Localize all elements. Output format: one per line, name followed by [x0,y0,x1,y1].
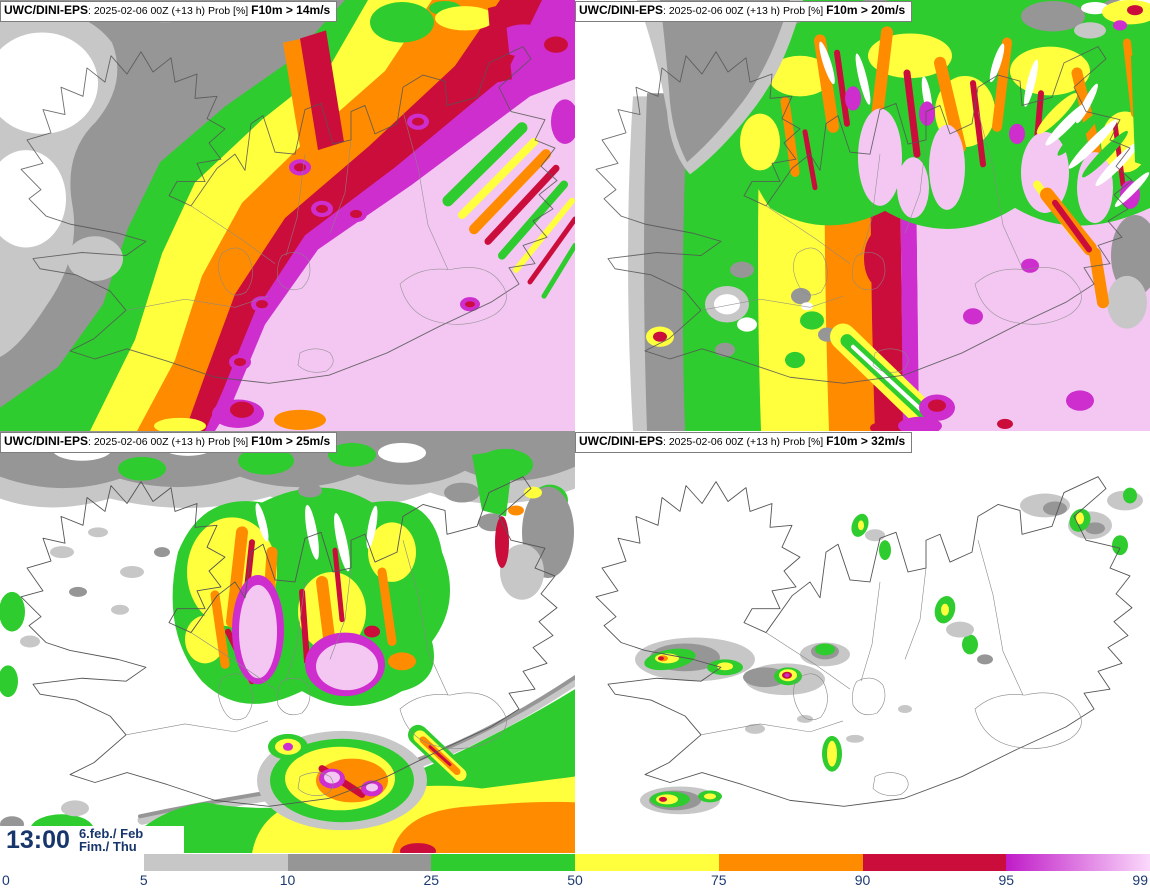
colorbar-segment-5-10 [143,854,288,871]
model-name: UWC/DINI-EPS [4,434,88,448]
colorbar-tick-10: 10 [279,872,296,888]
title-colon: : [663,5,666,17]
colorbar-segment-90-95 [862,854,1007,871]
wind-prob-field [0,431,575,853]
panel-title-14: UWC/DINI-EPS: 2025-02-06 00Z (+13 h) Pro… [0,1,338,22]
colorbar-tick-25: 25 [423,872,440,888]
model-name: UWC/DINI-EPS [4,3,88,17]
title-colon: : [88,5,91,17]
wind-prob-field [0,0,575,431]
colorbar-segment-0-5 [0,854,144,871]
panel-title-25: UWC/DINI-EPS: 2025-02-06 00Z (+13 h) Pro… [0,432,338,453]
run-info: 2025-02-06 00Z (+13 h) Prob [%] [668,5,824,17]
colorbar [0,854,1150,871]
model-name: UWC/DINI-EPS [579,434,663,448]
colorbar-tick-99: 99 [1132,872,1148,888]
threshold-label: F10m > 20m/s [826,3,906,17]
colorbar-tick-95: 95 [998,872,1015,888]
model-name: UWC/DINI-EPS [579,3,663,17]
colorbar-segment-25-50 [431,854,575,871]
map-f10m-gt-32 [575,431,1150,853]
colorbar-segment-75-90 [718,854,863,871]
valid-date: 6.feb./ Feb Fim./ Thu [79,827,143,853]
title-colon: : [663,436,666,448]
panel-title-32: UWC/DINI-EPS: 2025-02-06 00Z (+13 h) Pro… [575,432,913,453]
run-info: 2025-02-06 00Z (+13 h) Prob [%] [668,436,824,448]
colorbar-tick-0: 0 [2,872,10,888]
colorbar-segment-95-99 [1006,854,1150,871]
wind-prob-field [575,0,1150,431]
colorbar-segment-10-25 [287,854,432,871]
map-f10m-gt-14 [0,0,575,431]
valid-date-line2: Fim./ Thu [78,839,137,854]
threshold-label: F10m > 25m/s [251,434,331,448]
threshold-label: F10m > 14m/s [251,3,331,17]
run-info: 2025-02-06 00Z (+13 h) Prob [%] [93,5,249,17]
title-colon: : [88,436,91,448]
run-info: 2025-02-06 00Z (+13 h) Prob [%] [93,436,249,448]
valid-date-line1: 6.feb./ Feb [78,826,144,841]
panel-title-20: UWC/DINI-EPS: 2025-02-06 00Z (+13 h) Pro… [575,1,913,22]
panel-f10m-gt-25: UWC/DINI-EPS: 2025-02-06 00Z (+13 h) Pro… [0,431,575,853]
colorbar-labels: 0 5 10 25 50 75 90 95 99 [0,872,1150,891]
wind-prob-field [575,431,1150,853]
panel-f10m-gt-32: UWC/DINI-EPS: 2025-02-06 00Z (+13 h) Pro… [575,431,1150,853]
map-f10m-gt-25 [0,431,575,853]
panel-f10m-gt-20: UWC/DINI-EPS: 2025-02-06 00Z (+13 h) Pro… [575,0,1150,431]
threshold-label: F10m > 32m/s [826,434,906,448]
colorbar-tick-75: 75 [710,872,727,888]
colorbar-tick-90: 90 [854,872,871,888]
valid-time: 13:00 [6,825,70,854]
map-f10m-gt-20 [575,0,1150,431]
valid-time-box: 13:00 6.feb./ Feb Fim./ Thu [0,826,184,854]
panel-f10m-gt-14: UWC/DINI-EPS: 2025-02-06 00Z (+13 h) Pro… [0,0,575,431]
colorbar-segment-50-75 [575,854,719,871]
colorbar-tick-50: 50 [567,872,583,888]
colorbar-tick-5: 5 [139,872,148,888]
